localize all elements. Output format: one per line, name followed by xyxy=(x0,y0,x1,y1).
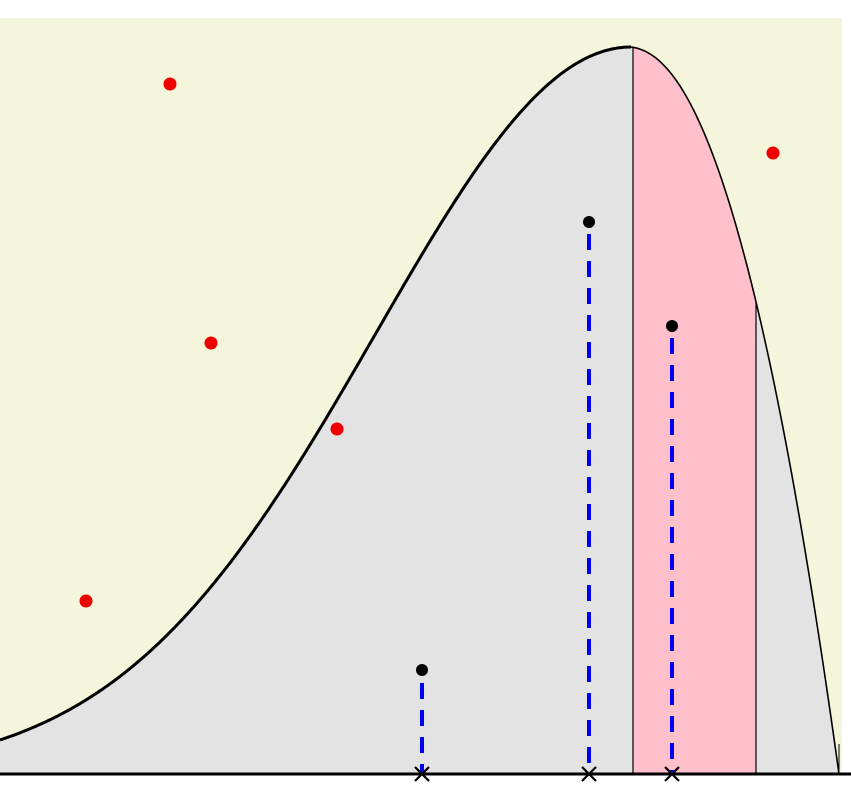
rejected-point-1 xyxy=(163,77,177,91)
accepted-point-2 xyxy=(583,216,595,228)
density-curve-left xyxy=(0,45,631,742)
x-marker-3 xyxy=(664,766,680,782)
x-marker-1 xyxy=(414,766,430,782)
rejected-point-3 xyxy=(330,422,344,436)
accepted-point-3 xyxy=(666,320,678,332)
curve-area xyxy=(0,47,839,774)
x-marker-2 xyxy=(581,766,597,782)
highlight-band xyxy=(633,47,756,775)
rejected-point-2 xyxy=(204,336,218,350)
rejected-point-5 xyxy=(766,146,780,160)
accepted-point-1 xyxy=(416,664,428,676)
density-curve-right xyxy=(630,46,840,775)
rejected-point-4 xyxy=(79,594,93,608)
